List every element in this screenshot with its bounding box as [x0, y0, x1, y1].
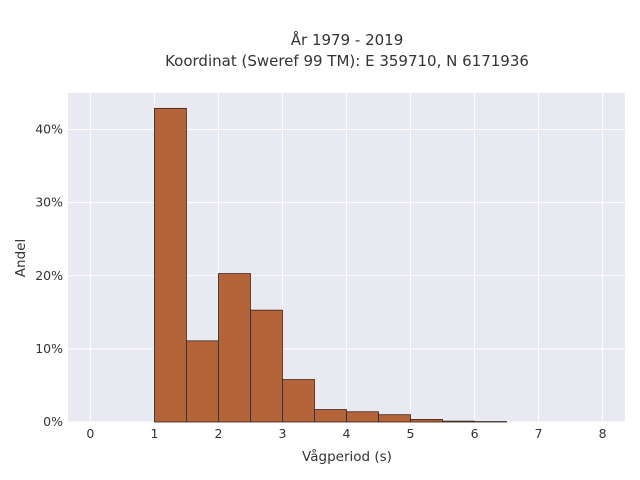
histogram-bar — [410, 419, 443, 423]
chart-title-line-2: Koordinat (Sweref 99 TM): E 359710, N 61… — [165, 52, 529, 70]
histogram-bar — [186, 340, 219, 423]
histogram-bar — [314, 409, 347, 423]
histogram-bar — [250, 309, 283, 423]
x-tick-label: 5 — [407, 426, 415, 441]
y-tick-label: 20% — [35, 268, 63, 283]
x-tick-label: 1 — [150, 426, 158, 441]
x-axis-ticks: 0 1 2 3 4 5 6 7 8 — [86, 426, 606, 441]
histogram-bar — [378, 414, 411, 423]
x-tick-label: 0 — [86, 426, 94, 441]
y-tick-label: 10% — [35, 341, 63, 356]
x-tick-label: 8 — [599, 426, 607, 441]
x-axis-label: Vågperiod (s) — [302, 448, 392, 465]
y-tick-label: 40% — [35, 122, 63, 137]
x-tick-label: 6 — [471, 426, 479, 441]
y-tick-label: 30% — [35, 195, 63, 210]
chart-title-line-1: År 1979 - 2019 — [291, 30, 404, 49]
y-axis-ticks: 0% 10% 20% 30% 40% — [35, 122, 63, 429]
histogram-bar — [346, 411, 379, 423]
x-tick-label: 3 — [279, 426, 287, 441]
x-tick-label: 4 — [343, 426, 351, 441]
x-tick-label: 7 — [535, 426, 543, 441]
y-axis-label: Andel — [13, 239, 29, 277]
y-tick-label: 0% — [43, 414, 63, 429]
histogram-bars — [154, 107, 507, 423]
histogram-bar — [442, 420, 475, 423]
histogram-bar — [218, 273, 251, 423]
x-tick-label: 2 — [214, 426, 222, 441]
histogram-bar — [154, 107, 187, 423]
histogram-bar — [282, 379, 315, 423]
